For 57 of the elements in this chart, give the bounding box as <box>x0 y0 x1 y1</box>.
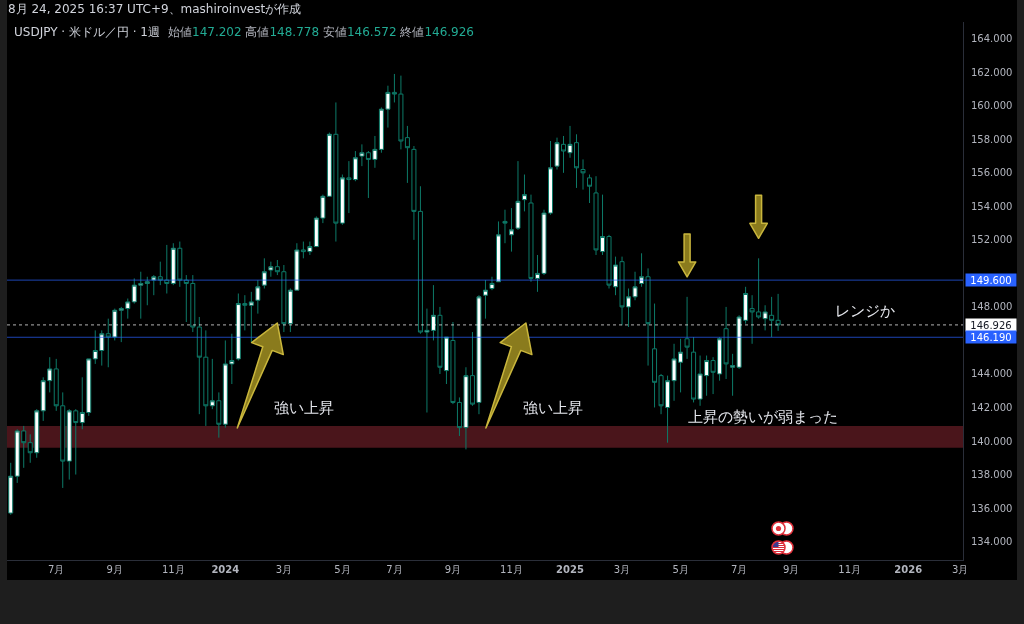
y-tick-label: 134.000 <box>971 536 1013 548</box>
annotation: レンジか <box>835 302 895 320</box>
y-tick-label: 158.000 <box>971 133 1013 145</box>
x-tick-label: 2025 <box>556 564 584 575</box>
candlestick <box>482 279 488 320</box>
x-tick-label: 3月 <box>952 564 969 575</box>
y-tick-label: 164.000 <box>971 33 1013 45</box>
y-tick-label: 152.000 <box>971 234 1013 246</box>
ref-line-label: 149.600 <box>970 274 1012 286</box>
annotation: 強い上昇 <box>523 399 583 417</box>
chart-subtitle: 始値147.202 高値148.778 安値146.572 終値146.926 <box>168 25 474 39</box>
candlestick <box>508 207 514 253</box>
annotation: 上昇の勢いが弱まった <box>688 408 838 426</box>
y-tick-label: 142.000 <box>971 401 1013 413</box>
chart-title: USDJPY · 米ドル／円 · 1週 <box>14 25 161 39</box>
text: 8月 24, 2025 16:37 UTC+9、mashiroinvestが作成 <box>8 2 302 16</box>
x-tick-label: 3月 <box>275 564 293 575</box>
x-tick-label: 2024 <box>211 564 240 575</box>
candlestick <box>580 158 586 191</box>
candlestick <box>489 276 495 291</box>
x-tick-label: 11月 <box>161 564 185 575</box>
y-tick-label: 140.000 <box>971 435 1013 447</box>
ref-line-label: 146.926 <box>970 319 1012 331</box>
y-tick-label: 156.000 <box>971 167 1013 179</box>
x-tick-label: 5月 <box>334 564 351 575</box>
annotation: 強い上昇 <box>274 399 334 417</box>
ref-line-label: 146.190 <box>970 331 1012 343</box>
y-tick-label: 148.000 <box>971 301 1013 313</box>
x-tick-label: 5月 <box>672 564 689 575</box>
y-tick-label: 144.000 <box>971 368 1013 380</box>
candlestick <box>151 274 157 296</box>
candlestick <box>587 174 593 204</box>
x-tick-label: 9月 <box>444 564 462 575</box>
candlestick <box>502 209 508 244</box>
y-tick-label: 136.000 <box>971 502 1013 514</box>
x-tick-label: 2026 <box>894 564 923 575</box>
x-tick-label: 7月 <box>48 564 65 575</box>
candlestick <box>164 244 170 295</box>
x-tick-label: 7月 <box>730 564 748 575</box>
x-tick-label: 11月 <box>500 564 523 575</box>
y-tick-label: 162.000 <box>971 66 1013 78</box>
candlestick <box>521 174 527 212</box>
candlestick <box>157 261 163 286</box>
candlestick <box>515 160 521 231</box>
y-tick-label: 160.000 <box>971 100 1013 112</box>
x-tick-label: 9月 <box>782 564 800 575</box>
candlestick <box>684 296 690 360</box>
y-tick-label: 154.000 <box>971 200 1013 212</box>
candlestick <box>255 279 261 315</box>
x-tick-label: 9月 <box>106 564 123 575</box>
x-tick-label: 11月 <box>838 564 862 575</box>
candlestick <box>144 276 150 306</box>
y-tick-label: 138.000 <box>971 469 1013 481</box>
x-tick-label: 7月 <box>386 564 403 575</box>
candlestick <box>8 462 14 516</box>
candlestick <box>495 220 501 283</box>
x-tick-label: 3月 <box>613 564 631 575</box>
